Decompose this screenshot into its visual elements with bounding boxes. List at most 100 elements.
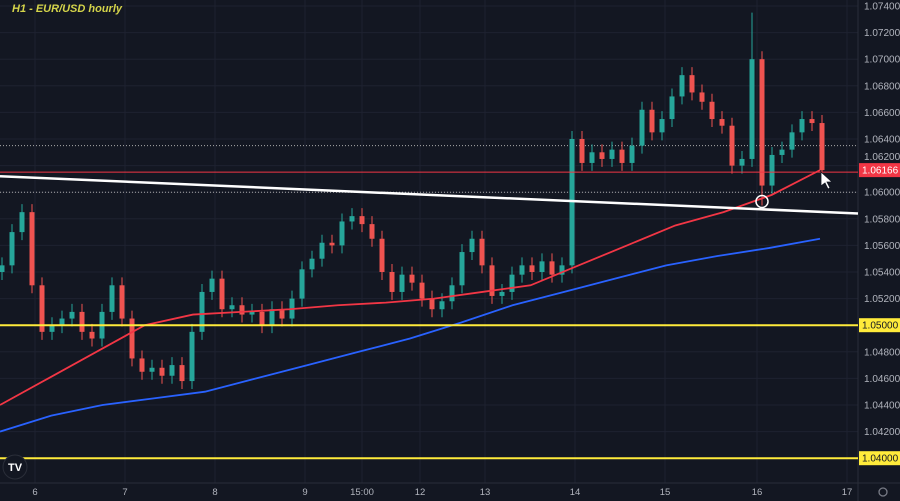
price-tick-label: 1.04200 <box>864 427 900 438</box>
candle-body <box>619 149 625 163</box>
candle-body <box>9 232 15 266</box>
candle-body <box>319 242 325 259</box>
candle-body <box>809 119 815 124</box>
candle-body <box>249 311 255 315</box>
cursor-arrow-icon <box>820 171 834 190</box>
price-tick-label: 1.06000 <box>864 188 900 199</box>
candle-body <box>299 269 305 299</box>
candle-body <box>329 242 335 246</box>
price-tick-label: 1.07200 <box>864 28 900 39</box>
trendline <box>0 174 859 215</box>
price-tick-label: 1.06400 <box>864 135 900 146</box>
candle-body <box>119 285 125 319</box>
candle-body <box>649 109 655 133</box>
level-price-label: 1.04000 <box>862 454 899 465</box>
time-tick-label: 15:00 <box>350 487 374 498</box>
candle-body <box>799 119 805 133</box>
candle-body <box>509 274 515 292</box>
candle-body <box>159 367 165 376</box>
candle-body <box>359 216 365 225</box>
candle-body <box>269 309 275 326</box>
current-price-label: 1.06166 <box>862 166 899 177</box>
candle-body <box>639 109 645 146</box>
candle-body <box>689 75 695 93</box>
candle-body <box>309 258 315 270</box>
candle-body <box>439 301 445 310</box>
time-tick-label: 15 <box>660 487 671 498</box>
tradingview-logo-icon <box>2 454 28 480</box>
price-tick-label: 1.04800 <box>864 347 900 358</box>
time-tick-label: 8 <box>212 487 217 498</box>
moving-average-blue <box>0 237 821 433</box>
candle-body <box>29 212 35 286</box>
time-tick-label: 7 <box>122 487 127 498</box>
candle-body <box>79 311 85 332</box>
price-tick-label: 1.05600 <box>864 241 900 252</box>
time-tick-label: 14 <box>570 487 581 498</box>
candle-body <box>209 278 215 292</box>
candle-body <box>789 132 795 150</box>
candle-body <box>769 154 775 186</box>
candle-body <box>219 278 225 310</box>
candle-body <box>499 291 505 296</box>
candle-body <box>489 265 495 296</box>
price-tick-label: 1.07400 <box>864 2 900 13</box>
candle-body <box>599 152 605 159</box>
candle-body <box>399 274 405 292</box>
candle-body <box>379 238 385 272</box>
candle-body <box>609 149 615 159</box>
candle-body <box>459 252 465 286</box>
candle-body <box>19 212 25 233</box>
candle-body <box>579 139 585 163</box>
candle-body <box>539 261 545 272</box>
candle-body <box>779 149 785 155</box>
candle-body <box>449 285 455 302</box>
candle-body <box>479 238 485 266</box>
candle-body <box>259 311 265 326</box>
candle-body <box>719 119 725 126</box>
time-tick-label: 6 <box>32 487 37 498</box>
moving-average-red <box>0 169 821 406</box>
candle-body <box>199 291 205 332</box>
candle-body <box>629 145 635 163</box>
candle-body <box>669 96 675 120</box>
candle-body <box>69 311 75 319</box>
time-tick-label: 9 <box>302 487 307 498</box>
tradingview-logo-text: TV <box>8 462 23 474</box>
candle-body <box>149 367 155 372</box>
time-tick-label: 16 <box>752 487 763 498</box>
level-price-tag <box>859 318 900 333</box>
candle-body <box>129 318 135 359</box>
candle-body <box>239 305 245 315</box>
candle-body <box>109 285 115 312</box>
time-tick-label: 13 <box>480 487 491 498</box>
settings-gear-icon[interactable] <box>878 487 888 497</box>
candle-body <box>529 265 535 272</box>
candle-body <box>699 92 705 102</box>
candle-body <box>589 152 595 163</box>
price-tick-label: 1.06200 <box>864 152 900 163</box>
price-tick-label: 1.05800 <box>864 214 900 225</box>
candle-body <box>49 325 55 332</box>
candle-body <box>89 331 95 339</box>
candle-body <box>229 305 235 310</box>
candle-body <box>409 274 415 283</box>
candle-body <box>729 125 735 166</box>
candle-body <box>709 101 715 120</box>
candle-body <box>139 358 145 372</box>
candle-body <box>59 318 65 326</box>
candle-body <box>819 123 825 171</box>
candle-body <box>369 224 375 239</box>
chart-title: H1 - EUR/USD hourly <box>12 3 123 15</box>
candle-body <box>349 216 355 222</box>
candle-body <box>759 59 765 186</box>
current-price-tag <box>859 163 900 178</box>
candle-body <box>419 282 425 299</box>
candle-body <box>469 238 475 253</box>
candle-body <box>279 309 285 319</box>
candle-body <box>0 265 5 272</box>
candle-body <box>169 365 175 376</box>
candle-body <box>179 365 185 382</box>
candle-body <box>339 221 345 246</box>
